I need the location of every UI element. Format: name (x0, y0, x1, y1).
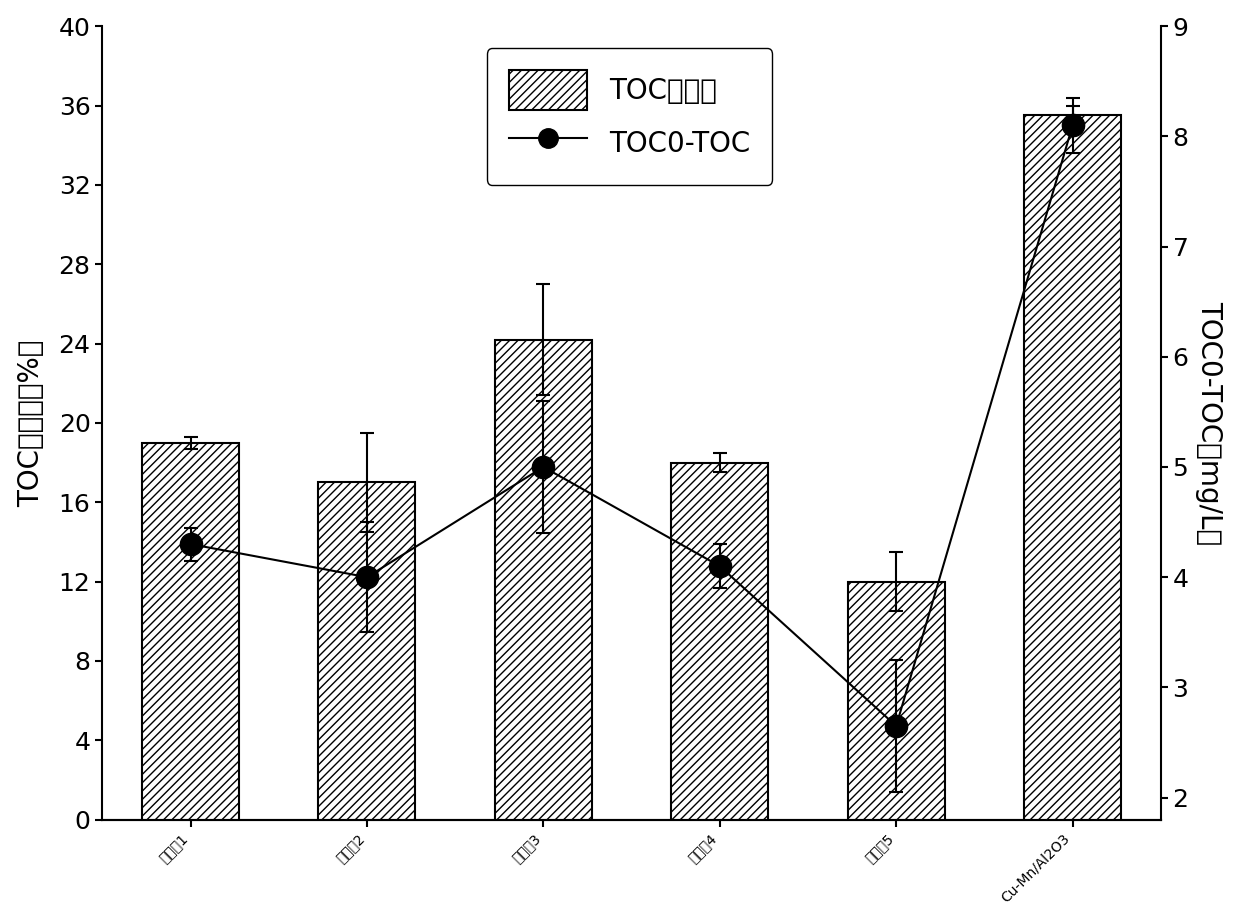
Bar (143, 443, 239, 820)
Bar (671, 463, 769, 820)
Bar (1024, 115, 1121, 820)
Y-axis label: TOC0-TOC（mg/L）: TOC0-TOC（mg/L） (1195, 301, 1224, 545)
Bar (319, 482, 415, 820)
Bar (848, 582, 945, 820)
Legend: TOC去除率, TOC0-TOC: TOC去除率, TOC0-TOC (487, 48, 773, 185)
Bar (495, 339, 591, 820)
Y-axis label: TOC去除率（%）: TOC去除率（%） (16, 339, 45, 506)
